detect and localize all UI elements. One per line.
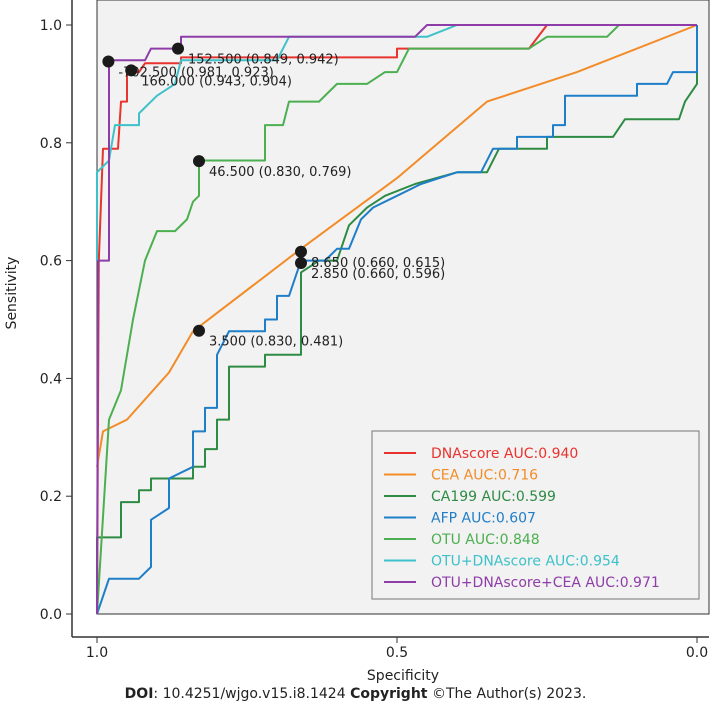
cutoff-point-2 — [102, 55, 115, 68]
x-tick-label: 1.0 — [86, 645, 108, 661]
cutoff-label-2: -702.500 (0.981, 0.923) — [118, 66, 273, 81]
curve-afp — [96, 25, 698, 615]
x-ticks-layer: 1.0 0.5 0.0 — [86, 637, 708, 661]
legend-items: DNAscore AUC:0.940 CEA AUC:0.716 CA199 AUC… — [384, 446, 660, 591]
cutoff-point-4 — [193, 155, 205, 168]
legend-label-afp: AFP AUC:0.607 — [431, 511, 536, 527]
copyright-text: ©The Author(s) 2023. — [427, 686, 587, 702]
cutoff-label-3: 166.000 (0.943, 0.904) — [141, 74, 292, 89]
copyright-label: Copyright — [350, 686, 428, 702]
y-tick-label: 0.4 — [40, 371, 62, 387]
cutoff-points-layer: 152.500 (0.849, 0.942)-702.500 (0.981, 0… — [102, 42, 445, 350]
cutoff-label-1: 152.500 (0.849, 0.942) — [188, 53, 339, 68]
cutoff-point-7 — [193, 324, 205, 337]
y-tick-label: 0.2 — [40, 489, 62, 505]
cutoff-point-6 — [295, 257, 307, 269]
doi-label: DOI — [124, 686, 154, 702]
y-tick-label: 1.0 — [40, 18, 62, 34]
doi-text: : 10.4251/wjgo.v15.i8.1424 — [153, 686, 351, 702]
curve-otu — [96, 24, 697, 615]
y-ticks-layer: 0.0 0.2 0.4 0.6 0.8 1.0 — [40, 18, 72, 623]
legend-label-otu: OTU AUC:0.848 — [431, 532, 540, 548]
cutoff-point-1 — [172, 42, 184, 55]
legend: DNAscore AUC:0.940 CEA AUC:0.716 CA199 AUC… — [371, 430, 700, 600]
doi-footer: DOI: 10.4251/wjgo.v15.i8.1424 Copyright … — [0, 686, 711, 702]
cutoff-label-7: 3.500 (0.830, 0.481) — [209, 335, 343, 350]
legend-label-ca199: CA199 AUC:0.599 — [431, 489, 556, 505]
curve-cea — [96, 24, 698, 467]
legend-box — [371, 430, 700, 600]
cutoff-point-3 — [125, 64, 138, 77]
cutoff-label-4: 46.500 (0.830, 0.769) — [209, 165, 351, 180]
legend-label-cea: CEA AUC:0.716 — [431, 468, 538, 484]
x-tick-label: 0.0 — [686, 645, 708, 661]
y-tick-label: 0.0 — [40, 607, 62, 623]
curves-layer — [96, 24, 698, 615]
legend-label-dnascore: DNAscore AUC:0.940 — [431, 446, 578, 462]
cutoff-point-5 — [295, 245, 307, 258]
y-tick-label: 0.8 — [40, 136, 62, 152]
cutoff-label-5: 8.650 (0.660, 0.615) — [311, 256, 445, 271]
x-tick-label: 0.5 — [386, 645, 408, 661]
legend-label-otu-dnascore-cea: OTU+DNAscore+CEA AUC:0.971 — [431, 575, 660, 591]
x-axis-title: Specificity — [367, 668, 439, 684]
y-tick-label: 0.6 — [40, 254, 62, 270]
legend-label-otu-dnascore: OTU+DNAscore AUC:0.954 — [431, 554, 620, 570]
cutoff-label-6: 2.850 (0.660, 0.596) — [311, 267, 445, 282]
curve-otu-dnascore-cea — [96, 24, 697, 615]
y-axis-title: Sensitivity — [4, 257, 20, 330]
